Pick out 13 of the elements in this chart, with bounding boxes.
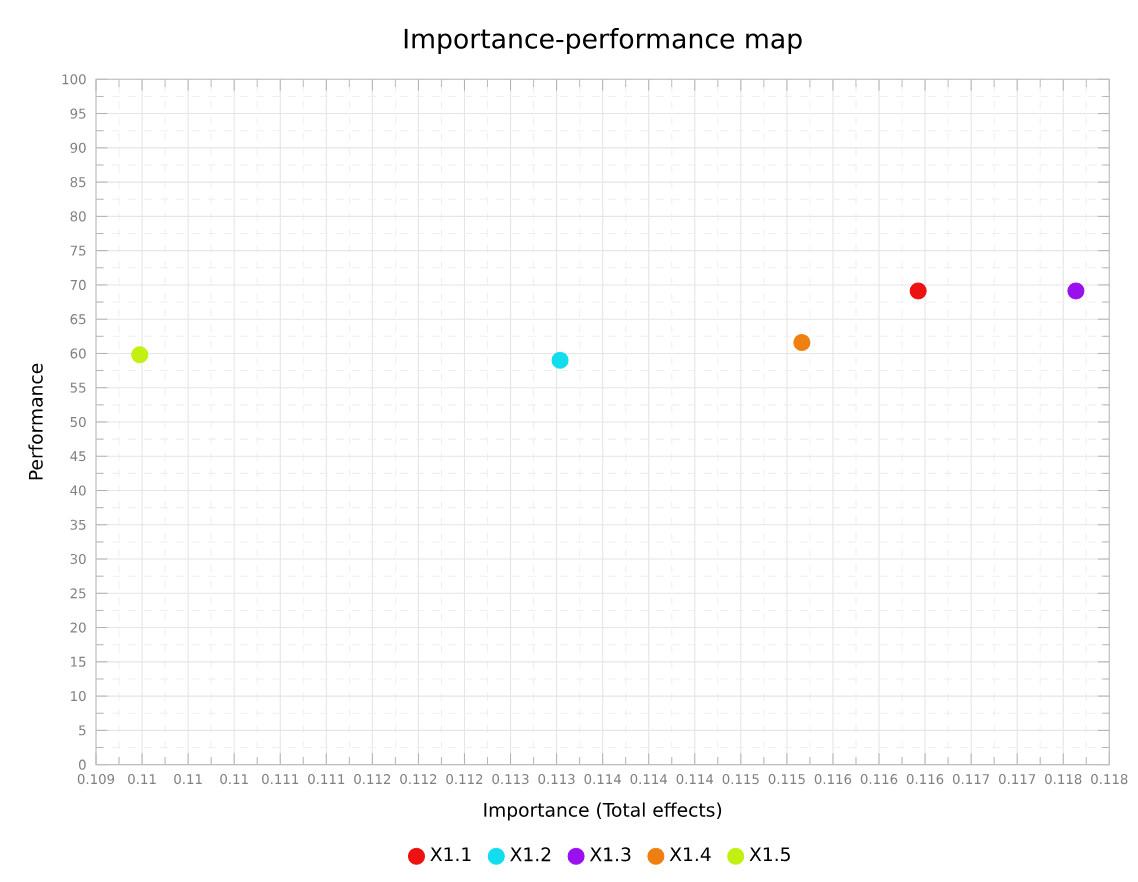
x-axis-title: Importance (Total effects) [484, 802, 722, 821]
point [551, 351, 569, 369]
legend-label: X1.3 [589, 847, 631, 862]
point [909, 282, 927, 300]
chart-title: Importance-performance map [404, 28, 802, 54]
y-axis-title: Performance [28, 363, 43, 480]
point [1067, 282, 1085, 300]
legend-label: X1.4 [669, 847, 711, 862]
point [131, 346, 149, 364]
legend-label: X1.1 [430, 847, 471, 862]
point [793, 333, 811, 352]
legend-label: X1.5 [749, 847, 790, 862]
legend-label: X1.2 [510, 847, 551, 862]
